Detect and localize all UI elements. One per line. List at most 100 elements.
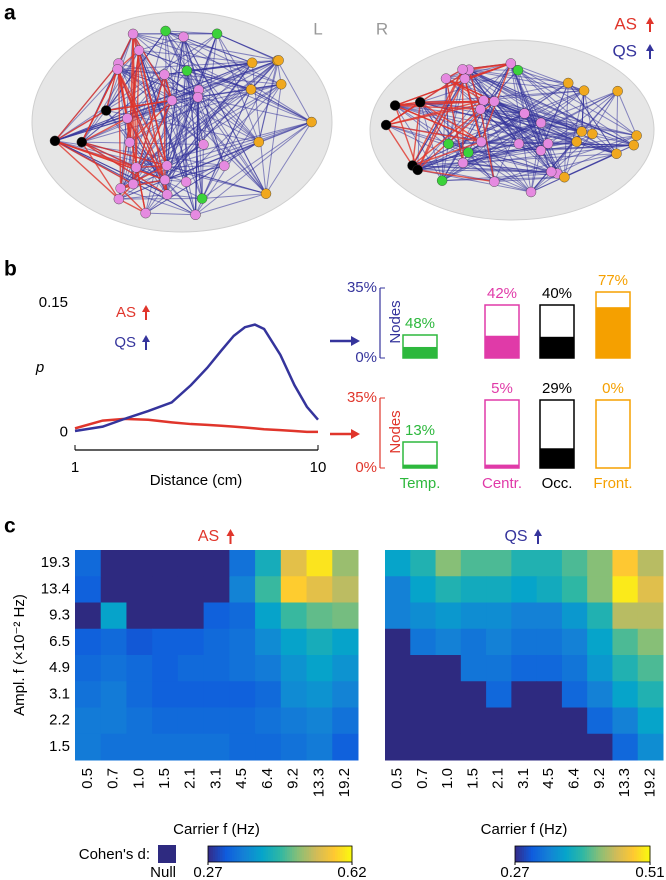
hemisphere-label: R (376, 19, 388, 38)
x-tick-label: 3.1 (207, 768, 224, 789)
heatmap-cell (511, 681, 538, 708)
heatmap-cell (486, 655, 512, 682)
network-edge (132, 33, 173, 101)
arrow-head (142, 305, 150, 312)
colorbar-segment (265, 846, 269, 862)
network-edge (116, 69, 168, 166)
network-node (505, 58, 517, 69)
network-node (133, 45, 145, 56)
network-edge (129, 60, 278, 143)
x-tick-label: 9.2 (285, 768, 302, 789)
colorbar-segment (217, 846, 221, 862)
colorbar-frame (514, 845, 651, 863)
network-edge (464, 78, 532, 193)
network-edge (417, 102, 421, 170)
colorbar-segment (280, 846, 283, 862)
heatmap-cell (486, 628, 512, 656)
network-node (519, 108, 530, 119)
network-edge (468, 69, 565, 178)
heatmap-cell (75, 602, 102, 630)
network-edge (494, 181, 532, 193)
heatmap-cell (126, 628, 153, 656)
colorbar-segment (301, 846, 305, 862)
network-node (122, 113, 133, 124)
heatmap-cell (280, 681, 308, 708)
network-edge (135, 89, 252, 168)
network-edge (412, 141, 482, 167)
network-edge (385, 69, 470, 126)
heatmap-cell (100, 576, 127, 603)
heatmap-cell (280, 655, 308, 682)
heatmap-cell (306, 576, 333, 603)
heatmap-cell (486, 733, 512, 761)
network-edge (417, 69, 464, 171)
heatmap-cell (332, 733, 359, 761)
colorbar-segment (229, 846, 233, 862)
colorbar-segment (347, 846, 351, 862)
network-edge (129, 99, 173, 143)
network-edge (517, 70, 542, 124)
heatmap-cell (177, 655, 205, 682)
network-edge (105, 110, 196, 216)
heatmap-cell (255, 550, 282, 577)
network-node (611, 148, 622, 159)
heatmap-cell (152, 628, 179, 656)
network-edge (216, 33, 260, 143)
colorbar-segment (580, 846, 583, 862)
heatmap-cell (435, 602, 462, 630)
network-edge (468, 69, 482, 110)
colorbar-segment (330, 846, 334, 862)
colorbar-segment (641, 846, 644, 862)
colorbar-segment (268, 846, 271, 862)
colorbar-segment (546, 846, 550, 862)
network-edge (417, 90, 585, 171)
network-node (571, 136, 582, 147)
heatmap-cell (100, 628, 127, 656)
heatmap-cell (511, 655, 538, 682)
network-edge (186, 70, 312, 123)
colorbar-segment (517, 846, 520, 862)
network-node (115, 183, 126, 194)
network-node (412, 164, 423, 176)
heatmap-cell (637, 602, 664, 630)
y-tick-label: 0% (355, 349, 377, 366)
network-edge (480, 108, 617, 155)
network-edge (530, 133, 593, 193)
heatmap-cell (460, 628, 487, 656)
colorbar-segment (566, 846, 570, 862)
network-edge (120, 179, 166, 190)
heatmap-cell (410, 655, 437, 682)
network-node (124, 137, 135, 148)
network-node (166, 95, 178, 106)
colorbar-segment (270, 846, 274, 862)
colorbar-segment (555, 846, 559, 862)
colorbar-segment (618, 846, 622, 862)
heatmap-cell (612, 628, 639, 656)
colorbar-segment (210, 846, 214, 862)
network-node (535, 117, 547, 129)
value-label: 77% (598, 272, 628, 289)
heatmap-cell (385, 602, 411, 630)
heatmap-cell (152, 576, 179, 603)
network-edge (54, 140, 120, 200)
network-node (489, 176, 500, 187)
bar (596, 307, 630, 358)
network-edge (54, 109, 107, 142)
network-edge (445, 62, 511, 80)
network-edge (118, 198, 203, 200)
network-edge (164, 74, 267, 194)
panel-letter: c (4, 515, 16, 538)
colorbar-segment (284, 846, 288, 862)
y-tick-label: 35% (347, 389, 377, 406)
heatmap-cell (229, 576, 256, 603)
network-node (260, 188, 272, 199)
colorbar-segment (530, 846, 534, 862)
heatmap-cell (203, 655, 230, 682)
heatmap-cell (203, 681, 230, 708)
colorbar-segment (634, 846, 637, 862)
network-edge (564, 153, 617, 178)
heatmap-cell (410, 628, 437, 656)
colorbar-segment (234, 846, 238, 862)
heatmap-cell (435, 707, 462, 735)
